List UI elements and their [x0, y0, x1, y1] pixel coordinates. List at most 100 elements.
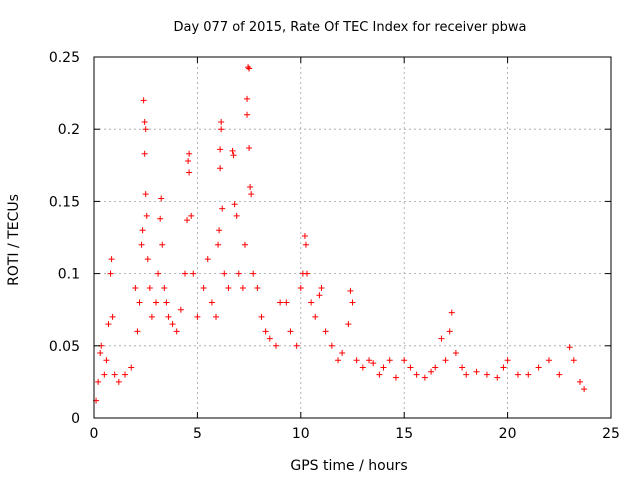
- data-point: [438, 335, 445, 342]
- data-point: [246, 65, 253, 72]
- data-point: [108, 256, 115, 263]
- data-point: [142, 126, 149, 133]
- data-point: [217, 146, 224, 153]
- data-point: [141, 118, 148, 125]
- data-point: [401, 357, 408, 364]
- data-point: [221, 270, 228, 277]
- y-tick-label: 0.2: [58, 122, 80, 138]
- y-tick-label: 0.1: [58, 267, 80, 283]
- x-tick-label: 0: [90, 426, 99, 442]
- data-point: [244, 95, 251, 102]
- data-point: [322, 328, 329, 335]
- plot-frame: [93, 56, 612, 419]
- data-point: [576, 378, 583, 385]
- data-point: [231, 201, 238, 208]
- data-point: [248, 191, 255, 198]
- data-point: [566, 344, 573, 351]
- data-point: [219, 205, 226, 212]
- data-point: [144, 256, 151, 263]
- data-point: [535, 364, 542, 371]
- data-point: [254, 285, 261, 292]
- data-point: [134, 328, 141, 335]
- data-point: [218, 118, 225, 125]
- data-point: [570, 357, 577, 364]
- data-point: [335, 357, 342, 364]
- data-point: [185, 157, 192, 164]
- data-point: [293, 342, 300, 349]
- data-point: [241, 241, 248, 248]
- data-point: [169, 321, 176, 328]
- data-point: [297, 285, 304, 292]
- x-axis-label: GPS time / hours: [290, 458, 407, 474]
- data-point: [216, 227, 223, 234]
- data-point: [188, 212, 195, 219]
- data-point: [181, 270, 188, 277]
- data-point: [514, 371, 521, 378]
- data-point: [316, 292, 323, 299]
- data-point: [194, 313, 201, 320]
- data-point: [136, 299, 143, 306]
- data-point: [161, 285, 168, 292]
- data-point: [165, 313, 172, 320]
- data-point: [208, 299, 215, 306]
- data-point: [473, 368, 480, 375]
- data-point: [109, 313, 116, 320]
- data-point: [186, 169, 193, 176]
- data-point: [107, 270, 114, 277]
- data-point: [143, 212, 150, 219]
- data-point: [139, 227, 146, 234]
- data-point: [215, 241, 222, 248]
- data-point: [163, 299, 170, 306]
- data-point: [138, 241, 145, 248]
- data-point: [115, 378, 122, 385]
- data-point: [122, 371, 129, 378]
- data-point: [140, 97, 147, 104]
- data-point: [432, 364, 439, 371]
- data-point: [97, 350, 104, 357]
- data-point: [448, 309, 455, 316]
- x-tick-label: 25: [602, 426, 620, 442]
- data-point: [142, 191, 149, 198]
- data-point: [347, 287, 354, 294]
- data-point: [247, 183, 254, 190]
- data-point: [302, 241, 309, 248]
- data-point: [345, 321, 352, 328]
- data-point: [287, 328, 294, 335]
- data-point: [366, 357, 373, 364]
- data-point: [103, 357, 110, 364]
- data-point: [262, 328, 269, 335]
- data-point: [349, 299, 356, 306]
- data-point: [386, 357, 393, 364]
- data-point: [339, 350, 346, 357]
- data-point: [213, 313, 220, 320]
- data-point: [504, 357, 511, 364]
- grid-lines: [94, 57, 611, 418]
- data-point: [141, 150, 148, 157]
- data-point: [233, 212, 240, 219]
- data-point: [204, 256, 211, 263]
- y-tick-label: 0.25: [49, 50, 80, 66]
- data-point: [200, 285, 207, 292]
- data-point: [452, 350, 459, 357]
- data-point: [380, 364, 387, 371]
- data-point: [258, 313, 265, 320]
- data-point: [545, 357, 552, 364]
- data-point: [442, 357, 449, 364]
- data-point: [500, 364, 507, 371]
- data-point: [218, 126, 225, 133]
- data-point: [413, 371, 420, 378]
- data-point: [556, 371, 563, 378]
- data-point: [463, 371, 470, 378]
- y-tick-label: 0.05: [49, 339, 80, 355]
- data-point: [266, 335, 273, 342]
- data-point: [421, 374, 428, 381]
- data-point: [407, 364, 414, 371]
- chart-title: Day 077 of 2015, Rate Of TEC Index for r…: [173, 20, 526, 35]
- data-point: [312, 313, 319, 320]
- data-point: [159, 241, 166, 248]
- data-point: [146, 285, 153, 292]
- data-point: [359, 364, 366, 371]
- x-tick-label: 10: [292, 426, 310, 442]
- data-point: [128, 364, 135, 371]
